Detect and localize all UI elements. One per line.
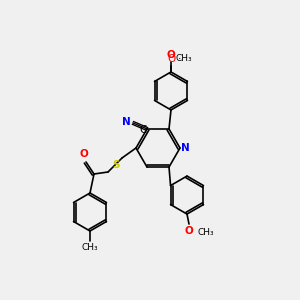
Text: ·: · (178, 54, 182, 64)
Text: S: S (112, 160, 120, 170)
Text: C: C (139, 125, 146, 135)
Text: CH₃: CH₃ (82, 243, 98, 252)
Text: CH₃: CH₃ (197, 228, 214, 237)
Text: O: O (80, 149, 88, 159)
Text: O: O (167, 50, 176, 60)
Text: CH₃: CH₃ (175, 54, 192, 63)
Text: N: N (181, 143, 190, 153)
Text: O: O (184, 226, 194, 236)
Text: N: N (122, 117, 131, 127)
Text: O: O (167, 54, 175, 64)
